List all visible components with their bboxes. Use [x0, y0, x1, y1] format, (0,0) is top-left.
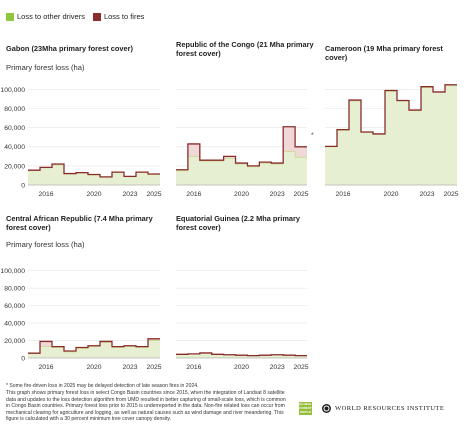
x-tick-label: 2016 — [38, 191, 53, 198]
panel-title-eq-guinea: Equatorial Guinea (2.2 Mha primary fores… — [176, 214, 301, 232]
total-loss-line — [28, 163, 160, 178]
footnote-asterisk: * Some fire-driven loss in 2025 may be d… — [6, 383, 199, 389]
x-tick-label: 2025 — [293, 364, 308, 371]
y-axis-label-bottom: Primary forest loss (ha) — [6, 240, 85, 249]
chart-panel-eq-guinea: 2016 2020 2023 2025 — [176, 270, 309, 371]
footnote: * Some fire-driven loss in 2025 may be d… — [6, 383, 291, 423]
y-tick-label: 0 — [21, 355, 25, 362]
panel-title-cameroon: Cameroon (19 Mha primary forest cover) — [325, 44, 443, 62]
wri-logo-text: WORLD RESOURCES INSTITUTE — [335, 405, 445, 412]
total-loss-line — [176, 126, 307, 171]
x-tick-label: 2023 — [270, 364, 285, 371]
legend-label-other-drivers: Loss to other drivers — [17, 12, 85, 21]
y-tick-label: 80,000 — [4, 106, 25, 113]
other-loss-area — [325, 85, 457, 185]
x-tick-label: 2025 — [443, 191, 458, 198]
y-tick-label: 40,000 — [4, 320, 25, 327]
x-tick-label: 2020 — [383, 191, 398, 198]
wri-logo: WORLD RESOURCES INSTITUTE — [322, 404, 444, 413]
legend-swatch-fires — [92, 12, 101, 21]
y-tick-label: 40,000 — [4, 144, 25, 151]
x-tick-label: 2023 — [270, 191, 285, 198]
x-tick-label: 2020 — [86, 364, 101, 371]
other-loss-area — [176, 151, 307, 185]
x-tick-label: 2020 — [234, 191, 249, 198]
chart-annotation-asterisk: * — [311, 132, 314, 139]
y-axis-label-top: Primary forest loss (ha) — [6, 63, 85, 72]
x-tick-label: 2016 — [38, 364, 53, 371]
wri-logo-icon — [322, 404, 331, 413]
gfw-logo-text: GLOBAL FOREST WATCH — [299, 402, 312, 414]
y-tick-label: 0 — [21, 182, 25, 189]
legend-label-fires: Loss to fires — [103, 12, 145, 21]
chart-panel-cameroon: 2016 2020 2023 2025 — [325, 84, 459, 198]
x-tick-label: 2016 — [186, 364, 201, 371]
legend-item-fires: Loss to fires — [92, 12, 145, 21]
x-tick-label: 2023 — [419, 191, 434, 198]
chart-panel-car: 0 20,000 40,000 60,000 80,000 100,000 2016 2020… — [0, 268, 161, 371]
total-loss-line — [325, 84, 457, 147]
x-tick-label: 2020 — [234, 364, 249, 371]
x-tick-label: 2025 — [146, 364, 161, 371]
other-loss-area — [28, 164, 160, 185]
legend-swatch-other-drivers — [6, 12, 14, 21]
y-tick-label: 60,000 — [4, 125, 25, 132]
chart-panel-gabon: 0 20,000 40,000 60,000 80,000 100,000 2016 2020… — [0, 87, 161, 198]
panel-title-car: Central African Republic (7.4 Mha primar… — [6, 214, 153, 232]
y-tick-label: 80,000 — [4, 286, 25, 293]
y-tick-label: 100,000 — [0, 268, 25, 275]
total-loss-line — [176, 352, 307, 357]
total-loss-line — [28, 338, 160, 354]
x-tick-label: 2016 — [335, 191, 350, 198]
x-tick-label: 2023 — [122, 191, 137, 198]
x-tick-label: 2023 — [122, 364, 137, 371]
other-loss-area — [28, 340, 160, 358]
gfw-logo: GLOBAL FOREST WATCH — [299, 402, 312, 415]
x-tick-label: 2025 — [293, 191, 308, 198]
y-tick-label: 20,000 — [4, 338, 25, 345]
legend-item-other-drivers: Loss to other drivers — [6, 12, 85, 21]
chart-legend: Loss to other drivers Loss to fires — [6, 12, 144, 21]
y-tick-label: 60,000 — [4, 303, 25, 310]
x-tick-label: 2016 — [186, 191, 201, 198]
x-tick-label: 2025 — [146, 191, 161, 198]
panel-title-gabon: Gabon (23Mha primary forest cover) — [6, 44, 133, 53]
footnote-description: This graph shows primary forest loss in … — [6, 390, 286, 423]
y-tick-label: 100,000 — [0, 87, 25, 94]
x-tick-label: 2020 — [86, 191, 101, 198]
y-tick-label: 20,000 — [4, 163, 25, 170]
chart-panel-congo: 2016 2020 2023 2025 * — [176, 89, 314, 198]
panel-title-congo: Republic of the Congo (21 Mha primary fo… — [176, 40, 314, 58]
